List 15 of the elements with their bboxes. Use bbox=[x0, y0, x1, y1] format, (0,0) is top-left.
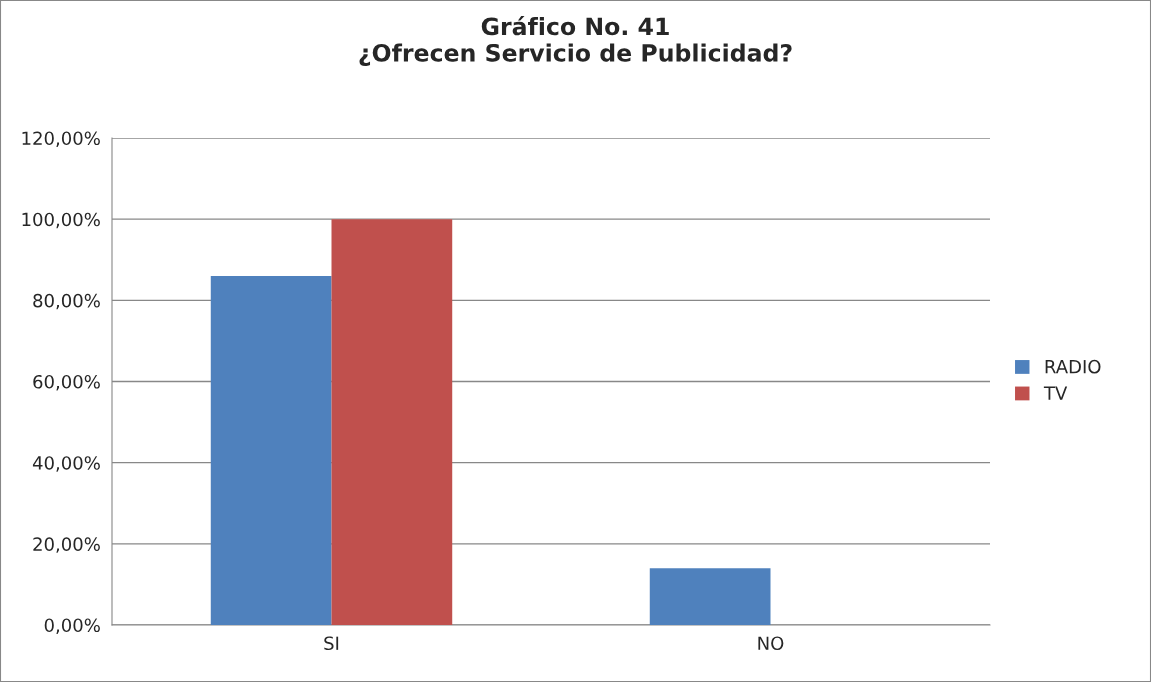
y-tick-label: 100,00% bbox=[22, 212, 100, 229]
y-tick-label: 0,00% bbox=[44, 618, 100, 634]
legend-label: RADIO bbox=[1045, 359, 1101, 374]
bar bbox=[649, 568, 771, 625]
chart-title: Gráfico No. 41 ¿Ofrecen Servicio de Publicidad? bbox=[359, 16, 792, 67]
x-tick-label: NO bbox=[758, 636, 784, 651]
bar bbox=[331, 219, 453, 625]
y-tick-label: 60,00% bbox=[33, 374, 100, 391]
y-tick-label: 80,00% bbox=[33, 293, 100, 310]
y-tick-label: 20,00% bbox=[33, 537, 100, 553]
y-tick-label: 40,00% bbox=[32, 456, 100, 472]
bar bbox=[210, 275, 332, 625]
y-tick-label: 120,00% bbox=[22, 131, 100, 147]
x-tick-label: SI bbox=[324, 636, 339, 651]
legend-label: TV bbox=[1043, 386, 1068, 400]
